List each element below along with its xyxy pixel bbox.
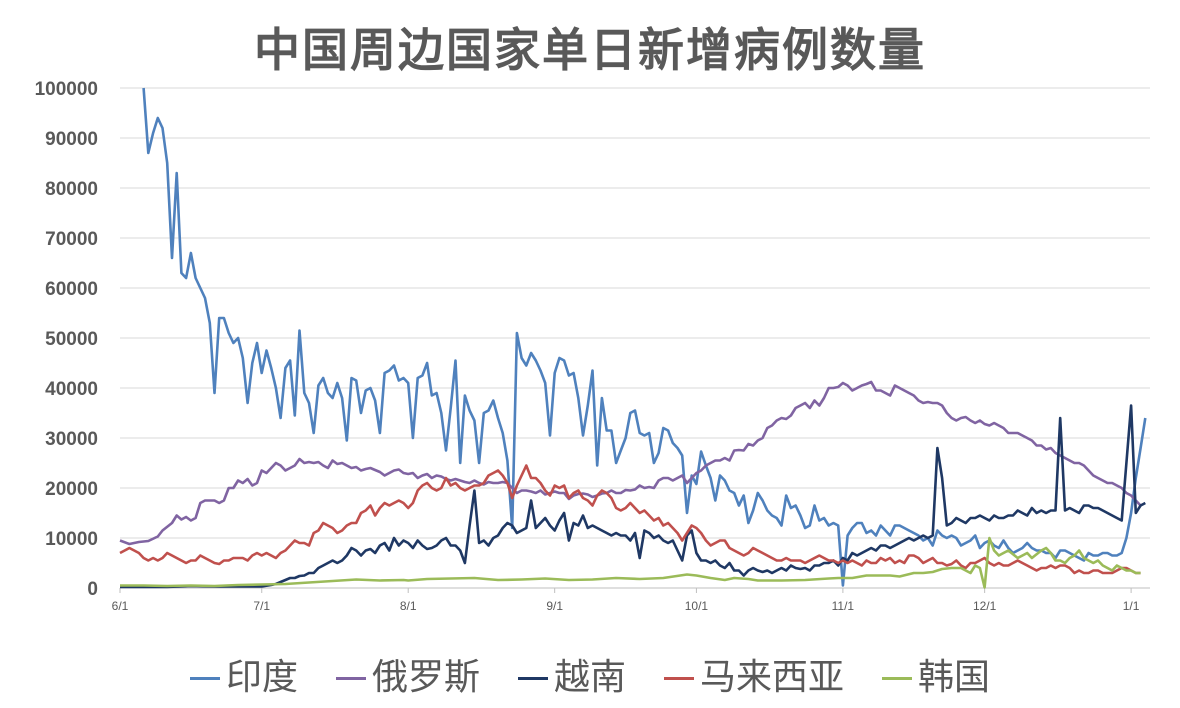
y-tick-label: 100000 (35, 79, 98, 100)
y-tick-label: 50000 (45, 329, 98, 350)
legend-item: 印度 (189, 656, 298, 700)
legend-swatch (664, 676, 694, 680)
y-axis: 0 10000 20000 30000 40000 50000 60000 70000 8000… (35, 79, 98, 600)
line-chart: 0 10000 20000 30000 40000 50000 60000 70000 8000… (35, 79, 1150, 613)
gridlines (120, 87, 1150, 589)
legend-label: 俄罗斯 (371, 657, 480, 698)
legend-item: 马来西亚 (664, 656, 844, 700)
series-lines (119, 87, 1147, 589)
legend-swatch (517, 676, 548, 680)
chart-title: 中国周边国家单日新增病例数量 (254, 23, 926, 77)
y-tick-label: 10000 (45, 529, 98, 550)
series-line-3 (119, 464, 1141, 575)
legend-item: 韩国 (882, 656, 990, 700)
x-tick-label: 7/1 (253, 599, 270, 613)
y-tick-label: 90000 (45, 129, 98, 150)
legend-label: 越南 (553, 657, 626, 698)
x-tick-label: 8/1 (400, 599, 417, 613)
x-tick-label: 10/1 (685, 599, 709, 613)
x-tick-label: 9/1 (546, 599, 563, 613)
y-tick-label: 70000 (45, 229, 98, 250)
series-line-4 (120, 536, 1141, 589)
series-line-2 (120, 404, 1146, 589)
legend-label: 印度 (225, 657, 298, 698)
x-tick-label: 12/1 (973, 599, 997, 613)
series-line-1 (119, 380, 1142, 546)
legend-swatch (189, 676, 220, 680)
legend-swatch (335, 676, 366, 680)
x-tick-label: 6/1 (112, 599, 129, 613)
series-line-0 (142, 87, 1147, 587)
x-tick-label: 1/1 (1123, 599, 1140, 613)
legend-item: 俄罗斯 (335, 656, 480, 700)
y-tick-label: 30000 (45, 429, 98, 450)
legend-item: 越南 (517, 656, 626, 700)
y-tick-label: 20000 (45, 479, 98, 500)
legend-label: 马来西亚 (700, 657, 845, 698)
y-tick-label: 40000 (45, 379, 98, 400)
legend-label: 韩国 (918, 657, 991, 698)
legend-swatch (882, 676, 913, 680)
x-tick-label: 11/1 (832, 599, 855, 613)
legend: 印度 俄罗斯 越南 马来西亚 韩国 (0, 656, 1180, 700)
y-tick-label: 80000 (45, 179, 98, 200)
x-axis: 6/1 7/1 8/1 9/1 10/1 11/1 12/1 1/1 (112, 588, 1140, 613)
y-tick-label: 0 (87, 579, 98, 600)
y-tick-label: 60000 (45, 279, 98, 300)
